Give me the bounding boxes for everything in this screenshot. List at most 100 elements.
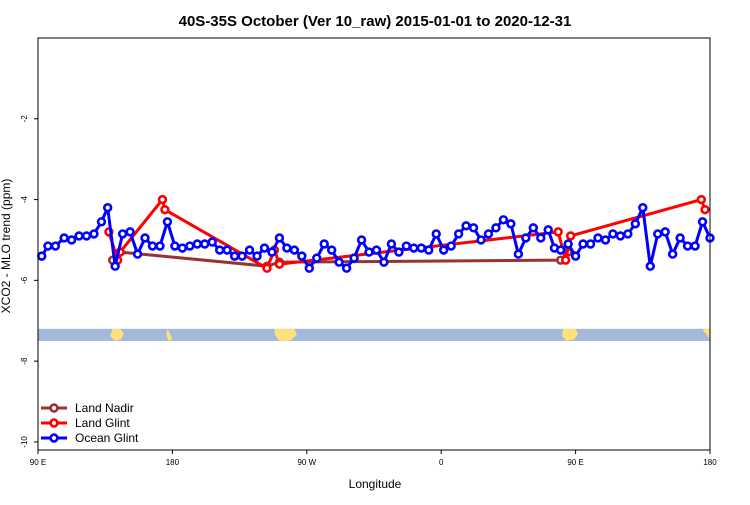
data-point-ocean-glint bbox=[132, 249, 143, 259]
data-point-ocean-glint bbox=[282, 243, 292, 253]
data-point-ocean-glint bbox=[37, 251, 47, 261]
data-point-ocean-glint bbox=[81, 231, 92, 241]
data-point-land-glint bbox=[262, 263, 272, 273]
data-point-ocean-glint bbox=[192, 239, 202, 249]
data-point-ocean-glint bbox=[563, 239, 573, 249]
y-tick-label: -6 bbox=[20, 276, 29, 284]
data-point-ocean-glint bbox=[274, 233, 285, 243]
data-point-ocean-glint bbox=[630, 219, 641, 229]
data-point-ocean-glint bbox=[102, 202, 113, 213]
data-point-ocean-glint bbox=[244, 245, 255, 255]
data-point-land-glint bbox=[157, 194, 168, 205]
data-point-land-glint bbox=[696, 194, 706, 205]
data-point-ocean-glint bbox=[593, 233, 603, 243]
data-point-ocean-glint bbox=[170, 241, 180, 251]
data-point-ocean-glint bbox=[578, 239, 588, 249]
data-point-ocean-glint bbox=[185, 241, 195, 251]
data-point-ocean-glint bbox=[50, 241, 61, 251]
data-point-ocean-glint bbox=[570, 251, 581, 261]
data-point-ocean-glint bbox=[446, 241, 456, 251]
data-point-ocean-glint bbox=[453, 229, 464, 239]
data-point-ocean-glint bbox=[364, 247, 374, 257]
data-point-ocean-glint bbox=[140, 233, 150, 243]
data-point-ocean-glint bbox=[59, 233, 69, 243]
data-point-ocean-glint bbox=[416, 243, 426, 253]
data-point-ocean-glint bbox=[506, 219, 516, 229]
data-point-ocean-glint bbox=[289, 245, 300, 255]
data-point-ocean-glint bbox=[438, 245, 449, 255]
data-point-ocean-glint bbox=[379, 257, 389, 267]
data-point-ocean-glint bbox=[326, 245, 337, 255]
data-point-land-glint bbox=[700, 204, 710, 215]
data-point-ocean-glint bbox=[431, 229, 441, 239]
data-point-ocean-glint bbox=[155, 241, 165, 251]
series-ocean-glint bbox=[37, 202, 715, 273]
legend-label-land-nadir: Land Nadir bbox=[75, 401, 134, 415]
ocean-strip bbox=[38, 328, 710, 341]
data-point-ocean-glint bbox=[461, 221, 471, 231]
data-point-ocean-glint bbox=[259, 243, 270, 253]
land-shape bbox=[166, 328, 173, 341]
x-axis-label: Longitude bbox=[349, 477, 402, 491]
land-ocean-band bbox=[38, 328, 710, 341]
x-tick-label: 90 E bbox=[567, 458, 583, 467]
data-point-ocean-glint bbox=[341, 263, 352, 273]
y-tick-label: -2 bbox=[20, 115, 29, 123]
data-point-ocean-glint bbox=[74, 231, 84, 241]
data-point-ocean-glint bbox=[653, 229, 663, 239]
data-point-ocean-glint bbox=[638, 202, 648, 213]
data-point-ocean-glint bbox=[304, 263, 314, 273]
x-tick-label: 0 bbox=[439, 458, 444, 467]
data-point-land-glint bbox=[560, 255, 571, 265]
y-tick-label: -4 bbox=[20, 195, 29, 203]
legend-label-land-glint: Land Glint bbox=[75, 416, 130, 430]
data-point-land-glint bbox=[553, 227, 563, 237]
data-point-ocean-glint bbox=[162, 217, 173, 227]
data-point-ocean-glint bbox=[543, 225, 553, 235]
data-point-ocean-glint bbox=[608, 229, 618, 239]
data-point-ocean-glint bbox=[319, 239, 329, 249]
legend-label-ocean-glint: Ocean Glint bbox=[75, 431, 139, 445]
data-point-ocean-glint bbox=[207, 237, 217, 247]
data-point-ocean-glint bbox=[200, 239, 210, 249]
data-point-ocean-glint bbox=[386, 239, 397, 249]
data-point-ocean-glint bbox=[536, 233, 546, 243]
data-point-ocean-glint bbox=[491, 223, 501, 233]
data-point-ocean-glint bbox=[600, 235, 611, 245]
data-point-ocean-glint bbox=[697, 217, 708, 227]
data-point-ocean-glint bbox=[312, 253, 322, 263]
data-point-ocean-glint bbox=[297, 251, 307, 261]
x-tick-label: 90 E bbox=[30, 458, 46, 467]
legend-marker-land-nadir bbox=[49, 403, 59, 413]
data-point-ocean-glint bbox=[682, 241, 693, 251]
data-point-ocean-glint bbox=[177, 243, 188, 253]
axes: 90 E 180 90 W 0 90 E 180 -2 -4 -6 -8 -10 bbox=[20, 115, 717, 467]
data-point-ocean-glint bbox=[623, 229, 633, 239]
data-point-land-glint bbox=[565, 231, 576, 241]
plot-frame bbox=[37, 37, 711, 451]
series-layer bbox=[37, 194, 715, 273]
y-tick-label: -8 bbox=[20, 357, 29, 365]
data-point-ocean-glint bbox=[424, 245, 434, 255]
data-point-ocean-glint bbox=[483, 229, 494, 239]
data-point-ocean-glint bbox=[409, 243, 419, 253]
data-point-ocean-glint bbox=[66, 235, 77, 245]
land-shape bbox=[561, 328, 579, 341]
data-point-ocean-glint bbox=[528, 223, 538, 233]
data-point-ocean-glint bbox=[147, 241, 158, 251]
data-point-ocean-glint bbox=[237, 251, 247, 261]
data-point-ocean-glint bbox=[498, 215, 509, 225]
data-point-ocean-glint bbox=[229, 251, 240, 261]
x-tick-label: 180 bbox=[703, 458, 717, 467]
data-point-ocean-glint bbox=[394, 247, 404, 257]
data-point-ocean-glint bbox=[468, 223, 479, 233]
y-axis-label: XCO2 - MLO trend (ppm) bbox=[0, 179, 13, 314]
x-tick-label: 90 W bbox=[297, 458, 316, 467]
y-tick-label: -10 bbox=[20, 436, 29, 448]
legend-marker-ocean-glint bbox=[49, 433, 59, 443]
data-point-ocean-glint bbox=[690, 241, 700, 251]
data-point-ocean-glint bbox=[89, 229, 99, 239]
data-point-ocean-glint bbox=[43, 241, 53, 251]
